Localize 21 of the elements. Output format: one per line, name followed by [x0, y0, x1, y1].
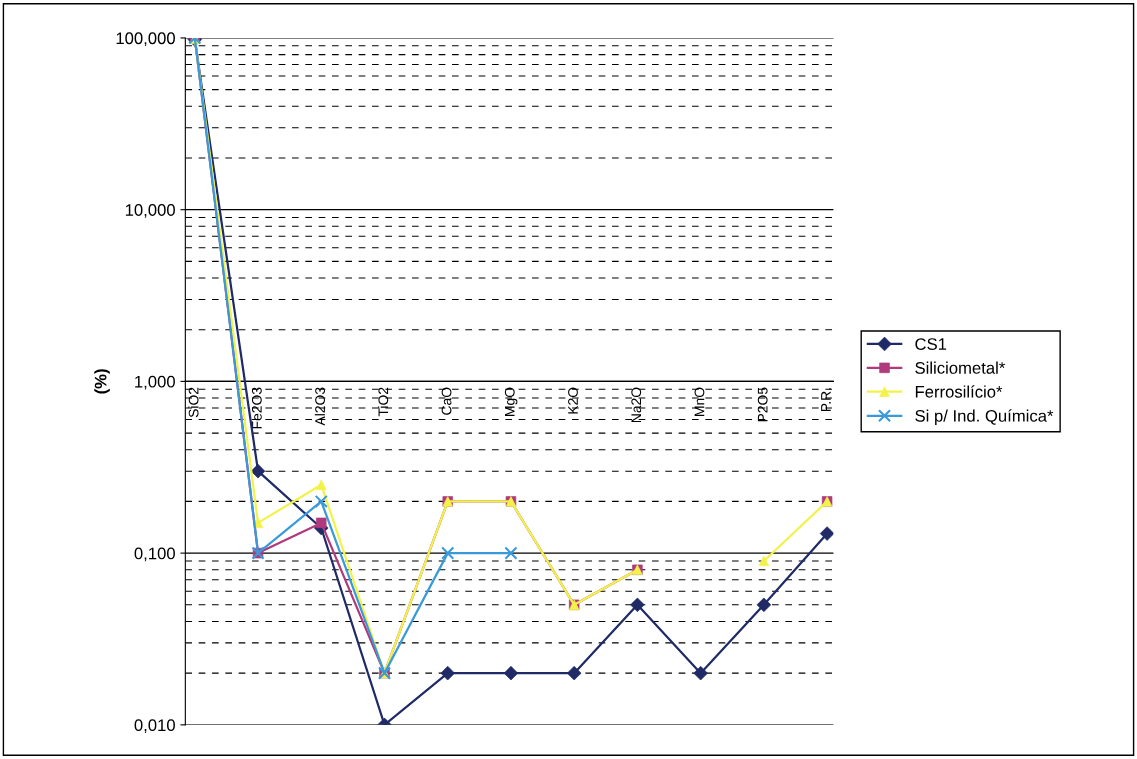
y-tick-label: 10,000 [125, 204, 175, 218]
y-tick-label: 0,010 [134, 719, 175, 734]
x-tick-label: Fe2O3 [251, 387, 262, 429]
y-axis-title: (%) [94, 369, 110, 394]
legend-label: Si p/ Ind. Química* [915, 409, 1054, 426]
x-tick-label: MgO [504, 387, 518, 416]
y-tick-label: 0,100 [134, 547, 175, 562]
x-tick-label: Na2O [631, 387, 642, 423]
y-tick-label: 1,000 [135, 375, 175, 390]
x-tick-label: TiO2 [378, 387, 389, 417]
x-tick-label: MnO [694, 387, 705, 416]
legend-label: Siliciometal* [915, 361, 1006, 374]
x-tick-label: SiO2 [188, 387, 199, 418]
x-tick-label: P.R. [821, 388, 831, 412]
x-tick-label: Al2O3 [314, 387, 325, 426]
legend-label: CS1 [915, 338, 947, 350]
legend-label: Ferrosilício* [915, 385, 1003, 398]
x-tick-label: CaO [441, 387, 452, 415]
x-tick-label: K2O [568, 387, 578, 414]
x-tick-label: P2O5 [757, 387, 768, 422]
y-tick-label: 100,000 [116, 32, 175, 47]
